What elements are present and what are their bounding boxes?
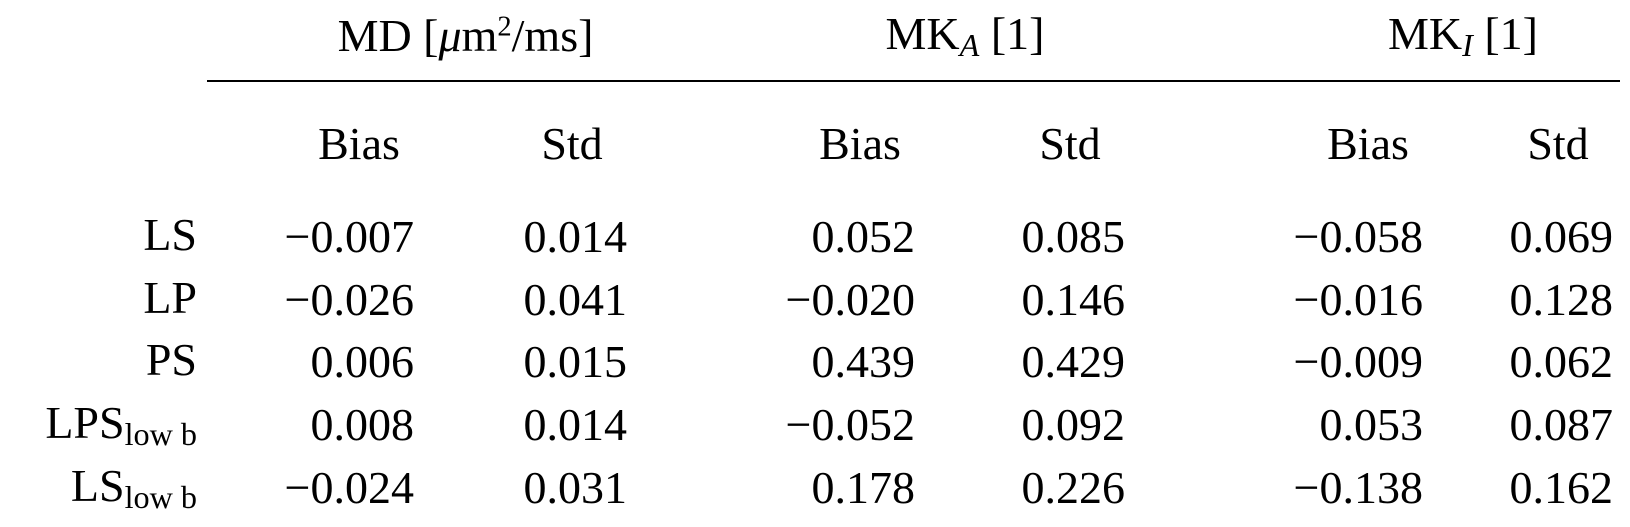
row-label-subscript: low b: [124, 478, 197, 515]
value-cell: −0.016: [1293, 273, 1423, 325]
table-row: LP −0.026 0.041 −0.020 0.146 −0.016 0.12…: [0, 269, 1630, 332]
value-cell: 0.178: [811, 461, 916, 513]
value-cell: −0.052: [785, 399, 915, 451]
value-cell: 0.062: [1509, 336, 1614, 388]
value-cell: 0.015: [523, 336, 628, 388]
table-row: LSlow b −0.024 0.031 0.178 0.226 −0.138 …: [0, 456, 1630, 519]
value-cell: 0.092: [1021, 399, 1126, 451]
value-cell: 0.162: [1509, 461, 1614, 513]
value-cell: 0.006: [310, 336, 415, 388]
mu-symbol: μ: [438, 10, 462, 61]
row-label: LPSlow b: [45, 396, 197, 453]
row-label: LS: [143, 209, 197, 261]
subheader-mki-std: Std: [1527, 118, 1589, 169]
row-label: LSlow b: [70, 459, 197, 515]
value-cell: 0.146: [1021, 273, 1126, 325]
subheader-mka-bias: Bias: [819, 118, 901, 169]
group-header-md: MD [μm2/ms]: [207, 13, 627, 59]
subheader-row: Bias Std Bias Std Bias Std: [0, 82, 1630, 206]
value-cell: 0.069: [1509, 211, 1614, 263]
group-header-md-text: MD [μm2/ms]: [337, 10, 594, 61]
value-cell: 0.128: [1509, 273, 1614, 325]
value-cell: 0.041: [523, 273, 628, 325]
group-header-mki-text: MKI [1]: [1388, 7, 1538, 63]
value-cell: −0.026: [284, 273, 414, 325]
value-cell: −0.020: [785, 273, 915, 325]
table-row: LPSlow b 0.008 0.014 −0.052 0.092 0.053 …: [0, 394, 1630, 457]
value-cell: −0.058: [1293, 211, 1423, 263]
subheader-mki-bias: Bias: [1327, 118, 1409, 169]
value-cell: 0.031: [523, 461, 628, 513]
value-cell: 0.085: [1021, 211, 1126, 263]
value-cell: 0.014: [523, 399, 628, 451]
superscript-2: 2: [497, 11, 512, 43]
group-header-mka-text: MKA [1]: [885, 7, 1045, 63]
value-cell: −0.007: [284, 211, 414, 263]
table-row: LS −0.007 0.014 0.052 0.085 −0.058 0.069: [0, 206, 1630, 269]
value-cell: 0.008: [310, 399, 415, 451]
value-cell: −0.138: [1293, 461, 1423, 513]
value-cell: 0.429: [1021, 336, 1126, 388]
table-row: PS 0.006 0.015 0.439 0.429 −0.009 0.062: [0, 331, 1630, 394]
value-cell: 0.439: [811, 336, 916, 388]
row-label: LP: [143, 271, 197, 323]
subheader-md-std: Std: [541, 118, 603, 169]
value-cell: 0.053: [1319, 399, 1424, 451]
group-header-mka: MKA [1]: [627, 7, 1125, 63]
value-cell: 0.087: [1509, 399, 1614, 451]
subheader-md-bias: Bias: [318, 118, 400, 169]
value-cell: 0.052: [811, 211, 916, 263]
value-cell: −0.024: [284, 461, 414, 513]
subheader-mka-std: Std: [1039, 118, 1101, 169]
header-rule: [207, 80, 1620, 82]
group-header-mki: MKI [1]: [1125, 7, 1613, 63]
value-cell: 0.226: [1021, 461, 1126, 513]
group-header-row: MD [μm2/ms] MKA [1] MKI [1]: [0, 0, 1630, 80]
row-label-subscript: low b: [124, 416, 197, 453]
subscript-i: I: [1462, 26, 1473, 63]
value-cell: −0.009: [1293, 336, 1423, 388]
value-cell: 0.014: [523, 211, 628, 263]
row-label: PS: [145, 334, 197, 386]
subscript-a: A: [959, 26, 980, 63]
